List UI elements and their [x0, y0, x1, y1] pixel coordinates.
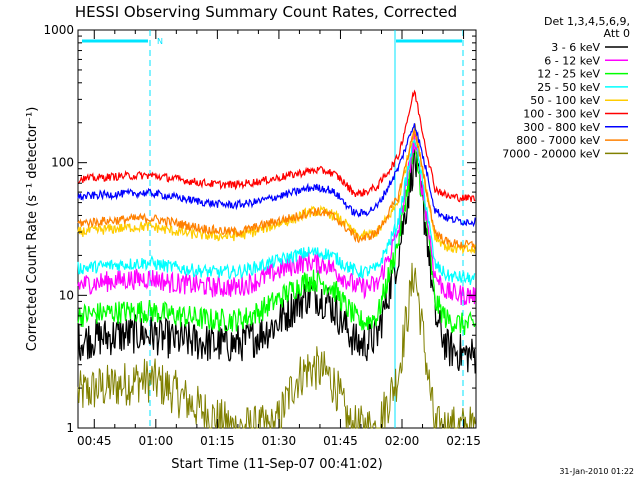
x-tick-label: 01:30: [262, 434, 297, 448]
legend-label: 50 - 100 keV: [530, 94, 600, 107]
series-line-25-50kev: [77, 138, 476, 286]
footer-date: 31-Jan-2010 01:22: [559, 467, 634, 476]
night-label: N: [157, 37, 163, 46]
legend-header-line-1: Det 1,3,4,5,6,9,: [544, 15, 630, 28]
legend-label: 300 - 800 keV: [523, 121, 600, 134]
x-tick-label: 01:45: [323, 434, 358, 448]
x-tick-label: 01:00: [139, 434, 174, 448]
series-line-12-25kev: [77, 139, 476, 336]
series-line-7000-20000kev: [77, 262, 476, 429]
legend-label: 100 - 300 keV: [523, 108, 600, 121]
x-axis: 00:45 01:00 01:15 01:30 01:45 02:00 02:15: [77, 30, 481, 448]
x-tick-label: 02:15: [446, 434, 481, 448]
x-tick-label: 02:00: [385, 434, 420, 448]
series-line-100-300kev: [77, 89, 476, 203]
x-axis-label: Start Time (11-Sep-07 00:41:02): [171, 457, 382, 472]
legend-label: 3 - 6 keV: [551, 41, 600, 54]
y-axis-label: Corrected Count Rate (s⁻¹ detector⁻¹): [25, 107, 40, 352]
legend-label: 7000 - 20000 keV: [502, 147, 600, 160]
y-tick-label: 10: [59, 288, 74, 302]
y-tick-label: 1000: [43, 23, 74, 37]
series-line-3-6kev: [77, 146, 476, 374]
series-line-300-800kev: [77, 123, 476, 228]
y-tick-label: 100: [51, 156, 74, 170]
legend-label: 6 - 12 keV: [544, 54, 600, 67]
series-layer: [77, 89, 476, 429]
legend-label: 25 - 50 keV: [537, 81, 600, 94]
chart-title: HESSI Observing Summary Count Rates, Cor…: [75, 3, 457, 21]
series-line-6-12kev: [77, 133, 476, 306]
x-tick-label: 00:45: [77, 434, 112, 448]
series-line-800-7000kev: [77, 128, 476, 250]
legend-label: 800 - 7000 keV: [516, 134, 600, 147]
x-tick-label: 01:15: [200, 434, 235, 448]
y-axis: 1 10 100 1000: [43, 23, 476, 435]
legend-label: 12 - 25 keV: [537, 68, 600, 81]
legend-header-line-2: Att 0: [604, 27, 630, 40]
y-tick-label: 1: [66, 421, 74, 435]
